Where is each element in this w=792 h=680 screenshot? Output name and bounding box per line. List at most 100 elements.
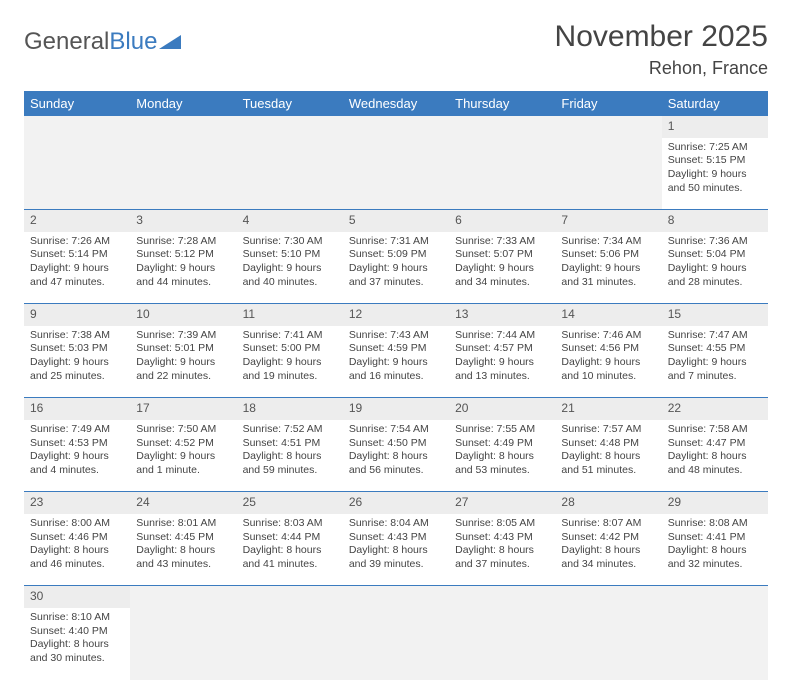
- day1-text: Daylight: 9 hours: [561, 262, 655, 276]
- header: GeneralBlue November 2025 Rehon, France: [24, 20, 768, 79]
- day1-text: Daylight: 8 hours: [136, 544, 230, 558]
- sunset-text: Sunset: 4:44 PM: [243, 531, 337, 545]
- day-data-row: Sunrise: 8:00 AMSunset: 4:46 PMDaylight:…: [24, 514, 768, 586]
- sunrise-text: Sunrise: 7:31 AM: [349, 235, 443, 249]
- day-cell: [449, 138, 555, 210]
- sunrise-text: Sunrise: 7:39 AM: [136, 329, 230, 343]
- day-number: 4: [237, 210, 343, 232]
- weekday-header-row: Sunday Monday Tuesday Wednesday Thursday…: [24, 91, 768, 116]
- sunset-text: Sunset: 4:43 PM: [455, 531, 549, 545]
- daynum-row: 23242526272829: [24, 492, 768, 514]
- day2-text: and 10 minutes.: [561, 370, 655, 384]
- daynum-row: 30: [24, 586, 768, 608]
- day-cell: [130, 608, 236, 680]
- day1-text: Daylight: 8 hours: [30, 638, 124, 652]
- day2-text: and 34 minutes.: [561, 558, 655, 572]
- sunset-text: Sunset: 4:46 PM: [30, 531, 124, 545]
- day-number: 26: [343, 492, 449, 514]
- sunrise-text: Sunrise: 7:54 AM: [349, 423, 443, 437]
- day-cell: Sunrise: 7:43 AMSunset: 4:59 PMDaylight:…: [343, 326, 449, 398]
- day-cell: Sunrise: 7:36 AMSunset: 5:04 PMDaylight:…: [662, 232, 768, 304]
- day-cell: [343, 608, 449, 680]
- day-data-row: Sunrise: 7:25 AMSunset: 5:15 PMDaylight:…: [24, 138, 768, 210]
- sunset-text: Sunset: 5:03 PM: [30, 342, 124, 356]
- sunrise-text: Sunrise: 7:58 AM: [668, 423, 762, 437]
- day2-text: and 37 minutes.: [349, 276, 443, 290]
- sunset-text: Sunset: 4:53 PM: [30, 437, 124, 451]
- day-cell: Sunrise: 8:01 AMSunset: 4:45 PMDaylight:…: [130, 514, 236, 586]
- day2-text: and 4 minutes.: [30, 464, 124, 478]
- sunrise-text: Sunrise: 7:36 AM: [668, 235, 762, 249]
- sunrise-text: Sunrise: 7:43 AM: [349, 329, 443, 343]
- day-number: 13: [449, 304, 555, 326]
- day-cell: Sunrise: 7:47 AMSunset: 4:55 PMDaylight:…: [662, 326, 768, 398]
- day1-text: Daylight: 9 hours: [668, 168, 762, 182]
- day-cell: [449, 608, 555, 680]
- day2-text: and 19 minutes.: [243, 370, 337, 384]
- day-cell: Sunrise: 7:46 AMSunset: 4:56 PMDaylight:…: [555, 326, 661, 398]
- day2-text: and 37 minutes.: [455, 558, 549, 572]
- day-number: [449, 116, 555, 138]
- day-number: 6: [449, 210, 555, 232]
- day-cell: Sunrise: 8:08 AMSunset: 4:41 PMDaylight:…: [662, 514, 768, 586]
- day-number: [130, 586, 236, 608]
- sunset-text: Sunset: 5:15 PM: [668, 154, 762, 168]
- day-number: 22: [662, 398, 768, 420]
- day-cell: Sunrise: 7:39 AMSunset: 5:01 PMDaylight:…: [130, 326, 236, 398]
- day-number: [343, 116, 449, 138]
- day-cell: Sunrise: 8:10 AMSunset: 4:40 PMDaylight:…: [24, 608, 130, 680]
- weekday-header: Thursday: [449, 91, 555, 116]
- sunset-text: Sunset: 5:10 PM: [243, 248, 337, 262]
- day-cell: Sunrise: 8:03 AMSunset: 4:44 PMDaylight:…: [237, 514, 343, 586]
- day1-text: Daylight: 9 hours: [668, 262, 762, 276]
- day1-text: Daylight: 8 hours: [561, 544, 655, 558]
- day-number: [555, 586, 661, 608]
- sunrise-text: Sunrise: 7:46 AM: [561, 329, 655, 343]
- day1-text: Daylight: 9 hours: [561, 356, 655, 370]
- day-cell: Sunrise: 7:49 AMSunset: 4:53 PMDaylight:…: [24, 420, 130, 492]
- day-number: 23: [24, 492, 130, 514]
- day-number: [237, 116, 343, 138]
- day-cell: Sunrise: 7:25 AMSunset: 5:15 PMDaylight:…: [662, 138, 768, 210]
- sunset-text: Sunset: 5:06 PM: [561, 248, 655, 262]
- sunset-text: Sunset: 5:04 PM: [668, 248, 762, 262]
- day-cell: Sunrise: 7:54 AMSunset: 4:50 PMDaylight:…: [343, 420, 449, 492]
- day2-text: and 59 minutes.: [243, 464, 337, 478]
- day-data-row: Sunrise: 8:10 AMSunset: 4:40 PMDaylight:…: [24, 608, 768, 680]
- sunset-text: Sunset: 4:55 PM: [668, 342, 762, 356]
- day2-text: and 47 minutes.: [30, 276, 124, 290]
- day-cell: [237, 138, 343, 210]
- day-cell: Sunrise: 7:41 AMSunset: 5:00 PMDaylight:…: [237, 326, 343, 398]
- day1-text: Daylight: 8 hours: [668, 450, 762, 464]
- sunset-text: Sunset: 4:49 PM: [455, 437, 549, 451]
- day2-text: and 22 minutes.: [136, 370, 230, 384]
- day-number: 9: [24, 304, 130, 326]
- day2-text: and 43 minutes.: [136, 558, 230, 572]
- day-cell: Sunrise: 8:05 AMSunset: 4:43 PMDaylight:…: [449, 514, 555, 586]
- day2-text: and 51 minutes.: [561, 464, 655, 478]
- day1-text: Daylight: 8 hours: [455, 544, 549, 558]
- sunrise-text: Sunrise: 8:04 AM: [349, 517, 443, 531]
- sunset-text: Sunset: 4:45 PM: [136, 531, 230, 545]
- sunrise-text: Sunrise: 7:30 AM: [243, 235, 337, 249]
- day-cell: Sunrise: 7:52 AMSunset: 4:51 PMDaylight:…: [237, 420, 343, 492]
- sunrise-text: Sunrise: 7:41 AM: [243, 329, 337, 343]
- logo-triangle-icon: [159, 28, 181, 56]
- day-number: 15: [662, 304, 768, 326]
- day-number: 24: [130, 492, 236, 514]
- sunrise-text: Sunrise: 7:26 AM: [30, 235, 124, 249]
- day2-text: and 39 minutes.: [349, 558, 443, 572]
- sunrise-text: Sunrise: 7:57 AM: [561, 423, 655, 437]
- day-number: 12: [343, 304, 449, 326]
- day-data-row: Sunrise: 7:26 AMSunset: 5:14 PMDaylight:…: [24, 232, 768, 304]
- day-number: 20: [449, 398, 555, 420]
- sunrise-text: Sunrise: 8:07 AM: [561, 517, 655, 531]
- day-cell: Sunrise: 7:28 AMSunset: 5:12 PMDaylight:…: [130, 232, 236, 304]
- day1-text: Daylight: 8 hours: [455, 450, 549, 464]
- day-number: 21: [555, 398, 661, 420]
- sunset-text: Sunset: 5:01 PM: [136, 342, 230, 356]
- day-cell: Sunrise: 7:30 AMSunset: 5:10 PMDaylight:…: [237, 232, 343, 304]
- sunset-text: Sunset: 5:12 PM: [136, 248, 230, 262]
- sunset-text: Sunset: 5:07 PM: [455, 248, 549, 262]
- day-number: 29: [662, 492, 768, 514]
